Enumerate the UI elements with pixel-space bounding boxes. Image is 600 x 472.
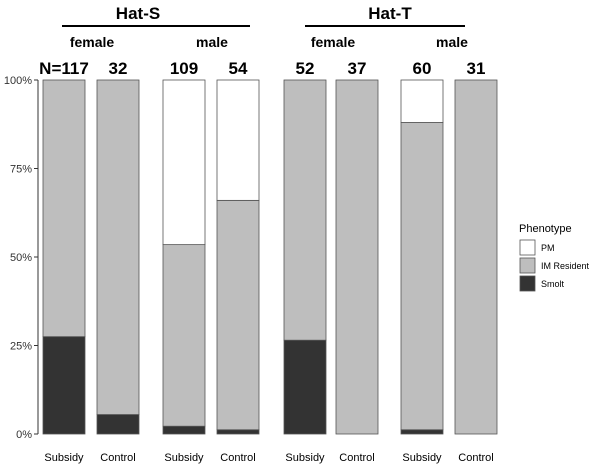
count-label: 32: [109, 59, 128, 78]
count-label: 52: [296, 59, 315, 78]
legend-label: PM: [541, 243, 555, 253]
legend-swatch: [519, 239, 536, 256]
count-label: 60: [413, 59, 432, 78]
bar-stack: [454, 79, 498, 435]
count-label: N=117: [39, 59, 89, 78]
sex-label-hat-t-male: male: [436, 34, 468, 50]
bar-segment-im-resident: [283, 79, 327, 341]
bar-stack: [400, 79, 444, 435]
group-title-hat-s: Hat-S: [116, 4, 160, 23]
x-category-label: Control: [100, 452, 135, 464]
group-title-hat-t: Hat-T: [368, 4, 412, 23]
bars-layer: [42, 79, 498, 435]
y-tick-label: 75%: [10, 164, 32, 176]
bar-segment-smolt: [42, 336, 86, 435]
y-tick-label: 0%: [16, 429, 32, 441]
legend-label: IM Resident: [541, 261, 590, 271]
x-category-label: Subsidy: [285, 452, 325, 464]
bar-stack: [42, 79, 86, 435]
bar-segment-smolt: [216, 429, 260, 435]
legend-label: Smolt: [541, 279, 565, 289]
y-tick-label: 50%: [10, 252, 32, 264]
bar-segment-smolt: [283, 339, 327, 435]
bar-segment-im-resident: [96, 79, 140, 415]
legend-title: Phenotype: [519, 223, 572, 235]
x-category-label: Subsidy: [402, 452, 442, 464]
y-tick-label: 25%: [10, 341, 32, 353]
bar-stack: [216, 79, 260, 435]
count-label-layer: N=117 32 109 54 52 37 60 31: [39, 59, 485, 78]
bar-segment-smolt: [400, 429, 444, 435]
bar-segment-im-resident: [162, 244, 206, 427]
y-tick-layer: 0% 25% 50% 75% 100%: [4, 75, 38, 441]
bar-stack: [335, 79, 379, 435]
x-category-label: Control: [220, 452, 255, 464]
bar-segment-pm: [162, 79, 206, 246]
bar-segment-pm: [400, 79, 444, 123]
bar-segment-im-resident: [400, 122, 444, 431]
bar-segment-smolt: [96, 414, 140, 435]
bar-segment-smolt: [162, 425, 206, 435]
group-header-layer: Hat-S Hat-T female male female male: [62, 4, 468, 50]
legend-swatch: [519, 257, 536, 274]
x-category-label: Subsidy: [164, 452, 204, 464]
x-category-layer: Subsidy Control Subsidy Control Subsidy Contr…: [44, 452, 493, 464]
bar-stack: [96, 79, 140, 435]
bar-segment-im-resident: [335, 79, 379, 435]
bar-segment-im-resident: [42, 79, 86, 338]
bar-segment-pm: [216, 79, 260, 201]
legend-swatch: [519, 275, 536, 292]
sex-label-hat-t-female: female: [311, 34, 356, 50]
bar-stack: [162, 79, 206, 435]
count-label: 31: [467, 59, 486, 78]
bar-segment-im-resident: [454, 79, 498, 435]
legend: Phenotype PM IM Resident Smolt: [519, 223, 590, 292]
bar-stack: [283, 79, 327, 435]
sex-label-hat-s-male: male: [196, 34, 228, 50]
sex-label-hat-s-female: female: [70, 34, 115, 50]
y-tick-label: 100%: [4, 75, 32, 87]
x-category-label: Subsidy: [44, 452, 84, 464]
count-label: 37: [348, 59, 367, 78]
count-label: 109: [170, 59, 198, 78]
y-axis: 0% 25% 50% 75% 100%: [4, 75, 39, 441]
x-category-label: Control: [339, 452, 374, 464]
count-label: 54: [229, 59, 248, 78]
x-category-label: Control: [458, 452, 493, 464]
bar-segment-im-resident: [216, 199, 260, 431]
